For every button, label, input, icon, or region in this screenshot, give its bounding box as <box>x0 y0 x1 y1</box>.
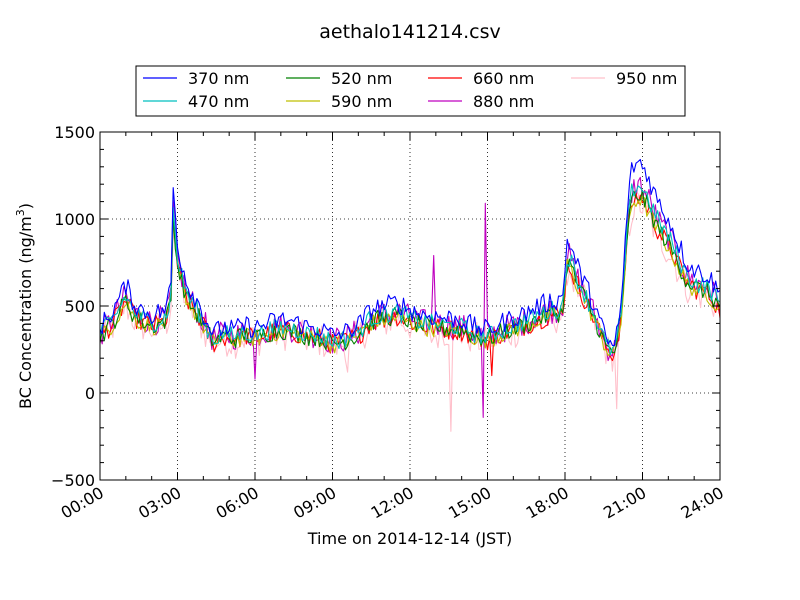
series-line-370-nm <box>100 158 720 347</box>
legend-label: 520 nm <box>331 69 392 88</box>
y-tick-label: 1000 <box>54 210 95 229</box>
x-axis-label: Time on 2014-12-14 (JST) <box>307 529 512 548</box>
legend-label: 660 nm <box>473 69 534 88</box>
y-tick-label: −500 <box>51 471 95 490</box>
y-axis-label: BC Concentration (ng/m3) <box>14 203 35 409</box>
y-tick-label: 1500 <box>54 123 95 142</box>
legend-label: 950 nm <box>616 69 677 88</box>
y-tick-labels: −500 0 500 1000 1500 <box>51 123 95 490</box>
legend-items: 370 nm 470 nm 520 nm 590 nm 660 nm 880 nm 950 … <box>143 69 677 111</box>
y-tick-label: 0 <box>85 384 95 403</box>
y-axis-label-main: BC Concentration (ng/m <box>16 216 35 409</box>
series-viewport <box>100 158 720 432</box>
chart-title: aethalo141214.csv <box>319 21 501 43</box>
legend-label: 590 nm <box>331 92 392 111</box>
y-tick-label: 500 <box>64 297 95 316</box>
legend-frame <box>135 65 686 117</box>
y-axis-label-exponent: 3 <box>14 209 27 216</box>
axis-ticks <box>99 131 721 481</box>
y-axis-label-end: ) <box>16 203 35 209</box>
series-lines <box>100 158 720 432</box>
series-line-470-nm <box>100 183 720 356</box>
legend-label: 880 nm <box>473 92 534 111</box>
legend: 370 nm 470 nm 520 nm 590 nm 660 nm 880 nm 950 … <box>135 65 686 117</box>
legend-label: 370 nm <box>188 69 249 88</box>
legend-label: 470 nm <box>188 92 249 111</box>
